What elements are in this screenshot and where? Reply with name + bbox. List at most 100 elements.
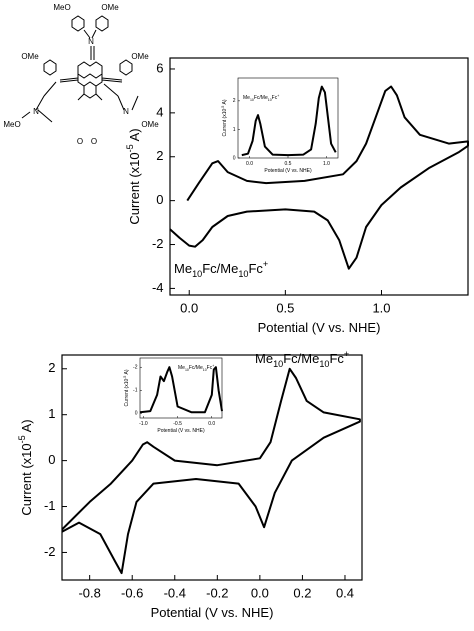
cv-curve [61, 367, 361, 575]
y-tick-label: 1 [233, 127, 236, 133]
annotation-part: 10 [268, 98, 272, 102]
y-tick-label: -1 [44, 498, 56, 513]
atom-label: OMe [101, 3, 119, 12]
y-tick-label: 0 [135, 411, 138, 417]
y-tick-label: 1 [48, 406, 55, 421]
structure [21, 15, 139, 123]
atom-label: N [123, 107, 129, 116]
cv-curve [241, 85, 337, 157]
y-axis-label-part: -5 [123, 376, 127, 379]
plot-frame [61, 354, 363, 581]
annotation-part: + [344, 349, 349, 359]
annotation-part: Me [174, 261, 192, 276]
x-axis-label: Potential (V vs. NHE) [264, 168, 312, 174]
annotation-part: 10 [238, 269, 248, 279]
atom-label: N [33, 107, 39, 116]
annotation: Me10Fc/Me10Fc+ [178, 364, 214, 372]
y-tick-label: 0 [233, 155, 236, 161]
y-axis-label-part: Current (x10 [128, 152, 143, 224]
annotation-part: 10 [203, 368, 207, 372]
x-axis-label: Potential (V vs. NHE) [157, 428, 205, 434]
atom-label: O [91, 137, 97, 146]
y-axis-label-part: A) [128, 128, 143, 144]
annotation-part: Fc/Me [283, 351, 319, 366]
annotation-part: 10 [319, 359, 329, 369]
y-tick-label: -1 [133, 388, 138, 394]
annotation-part: 10 [185, 368, 189, 372]
atom-label: OMe [21, 52, 39, 61]
y-axis-label-part: -5 [221, 106, 225, 109]
annotation-part: Fc [272, 95, 278, 101]
y-tick-label: 0 [156, 192, 163, 207]
y-tick-label: 2 [156, 148, 163, 163]
y-axis-label-part: Current (x10 [222, 109, 228, 137]
atom-label: N [88, 37, 94, 46]
annotation-part: + [277, 94, 279, 98]
annotation-part: 10 [250, 98, 254, 102]
x-tick-label: 0.5 [276, 301, 294, 316]
x-axis-label: Potential (V vs. NHE) [151, 605, 274, 620]
y-axis-label-part: -5 [18, 435, 28, 443]
x-tick-label: 1.0 [323, 161, 330, 167]
x-tick-label: 1.0 [372, 301, 390, 316]
cv-curve [139, 366, 223, 414]
cv-curve [169, 85, 469, 270]
x-tick-label: -1.0 [139, 421, 148, 427]
annotation-part: Me [243, 95, 250, 101]
annotation: Me10Fc/Me10Fc+ [174, 259, 268, 279]
annotation: Me10Fc/Me10Fc+ [243, 94, 279, 102]
annotation-part: Fc [248, 261, 263, 276]
annotation-part: Me [178, 365, 185, 371]
annotation-part: + [212, 364, 214, 368]
y-axis-label-part: Current (x10 [20, 443, 35, 515]
plot-frame [169, 57, 469, 296]
x-tick-label: 0.0 [208, 421, 215, 427]
annotation-part: Fc/Me [254, 95, 268, 101]
x-tick-label: 0.0 [251, 586, 269, 601]
annotation-part: Fc/Me [202, 261, 238, 276]
annotation-part: Fc/Me [189, 365, 203, 371]
atom-label: MeO [3, 120, 20, 129]
y-tick-label: 4 [156, 104, 163, 119]
x-tick-label: -0.5 [173, 421, 182, 427]
plot-frame [139, 357, 223, 419]
atom-label: OMe [131, 52, 149, 61]
y-axis-label-part: Current (x10 [124, 379, 130, 407]
y-tick-label: 0 [48, 452, 55, 467]
x-axis-label: Potential (V vs. NHE) [258, 320, 381, 335]
y-axis-label: Current (x10-5 A) [221, 99, 228, 136]
y-tick-label: 6 [156, 60, 163, 75]
y-axis-label: Current (x10-5 A) [126, 128, 143, 224]
x-tick-label: -0.2 [206, 586, 228, 601]
x-tick-label: 0.0 [246, 161, 253, 167]
atom-label: MeO [53, 3, 70, 12]
y-axis-label-part: A) [124, 369, 130, 375]
x-axis-label-part: Potential (V vs. NHE) [264, 168, 312, 174]
annotation-part: Me [255, 351, 273, 366]
atom-label: O [77, 137, 83, 146]
y-tick-label: 2 [233, 98, 236, 104]
x-tick-label: 0.2 [293, 586, 311, 601]
y-tick-label: -4 [152, 280, 164, 295]
y-axis-label-part: A) [222, 99, 228, 105]
y-tick-label: -2 [133, 365, 138, 371]
x-tick-label: 0.4 [336, 586, 354, 601]
y-axis-label-part: -5 [126, 144, 136, 152]
x-tick-label: -0.4 [164, 586, 186, 601]
x-tick-label: -0.8 [78, 586, 100, 601]
x-axis-label-part: Potential (V vs. NHE) [151, 605, 274, 620]
x-tick-label: 0.0 [180, 301, 198, 316]
x-tick-label: -0.6 [121, 586, 143, 601]
annotation-part: Fc [329, 351, 344, 366]
annotation-part: Fc [207, 365, 213, 371]
annotation-part: 10 [273, 359, 283, 369]
y-axis-label: Current (x10-5 A) [123, 369, 130, 406]
y-axis-label: Current (x10-5 A) [18, 419, 35, 515]
annotation: Me10Fc/Me10Fc+ [255, 349, 349, 369]
x-tick-label: 0.5 [285, 161, 292, 167]
x-axis-label-part: Potential (V vs. NHE) [258, 320, 381, 335]
atom-label: OMe [141, 120, 159, 129]
annotation-part: 10 [192, 269, 202, 279]
y-axis-label-part: A) [20, 419, 35, 435]
